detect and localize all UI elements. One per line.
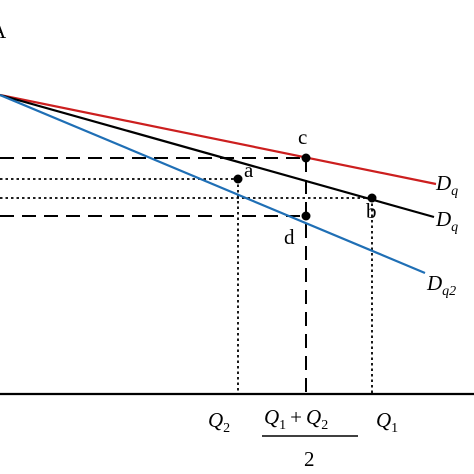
curve-label-black: Dq — [435, 207, 458, 235]
corner-label: A — [0, 19, 7, 43]
demand-curve-black — [0, 93, 435, 219]
axis-label-mid-numerator: Q1 + Q2 — [264, 405, 328, 433]
axis-label-q2: Q2 — [208, 408, 230, 436]
curve-label-blue: Dq2 — [426, 271, 456, 299]
point-d-label: d — [284, 225, 295, 249]
point-a-marker — [233, 174, 243, 184]
point-a-label: a — [244, 158, 254, 182]
point-d-marker — [301, 211, 311, 221]
curve-label-red: Dq — [435, 171, 458, 199]
axis-label-q1: Q1 — [376, 408, 398, 436]
point-b-label: b — [366, 199, 377, 223]
point-c-label: c — [298, 125, 307, 149]
demand-curve-red — [0, 93, 437, 186]
point-b-marker — [367, 193, 377, 203]
axis-label-mid-denominator: 2 — [304, 447, 315, 471]
demand-curve-blue — [0, 93, 426, 275]
point-c-marker — [301, 153, 311, 163]
